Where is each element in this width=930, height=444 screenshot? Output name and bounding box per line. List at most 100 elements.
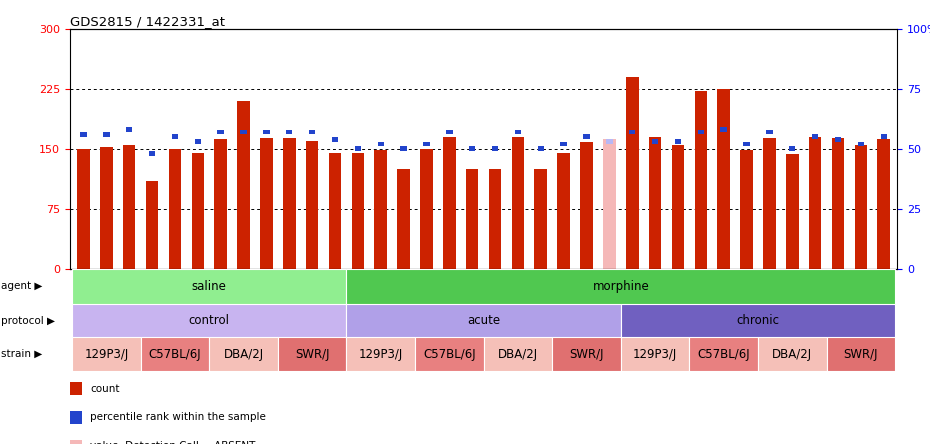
Bar (346, 337, 415, 371)
Bar (149, 151, 155, 156)
Bar (649, 137, 661, 269)
Text: strain ▶: strain ▶ (1, 349, 42, 359)
Bar (675, 139, 681, 144)
Bar (168, 149, 181, 269)
Bar (103, 132, 110, 137)
Bar (809, 137, 821, 269)
Bar (766, 130, 773, 135)
Bar (512, 137, 525, 269)
Text: control: control (189, 314, 230, 327)
Bar (306, 141, 318, 269)
Text: SWR/J: SWR/J (295, 348, 329, 361)
Bar (469, 147, 475, 151)
Bar (443, 137, 456, 269)
Bar (126, 127, 132, 132)
Bar (827, 337, 896, 371)
Bar (346, 304, 621, 337)
Bar (789, 147, 795, 151)
Bar (621, 304, 896, 337)
Bar (557, 153, 570, 269)
Bar (423, 142, 430, 147)
Bar (671, 145, 684, 269)
Bar (484, 337, 552, 371)
Bar (489, 169, 501, 269)
Bar (237, 101, 250, 269)
Bar (194, 139, 201, 144)
Bar (466, 169, 478, 269)
Text: DBA/2J: DBA/2J (498, 348, 538, 361)
Bar (740, 151, 752, 269)
Bar (580, 143, 592, 269)
Bar (877, 139, 890, 269)
Bar (626, 77, 639, 269)
Bar (446, 130, 453, 135)
Bar (375, 151, 387, 269)
Bar (538, 147, 544, 151)
Bar (603, 139, 616, 269)
Bar (743, 142, 750, 147)
Bar (346, 269, 896, 304)
Text: morphine: morphine (592, 280, 649, 293)
Text: 129P3/J: 129P3/J (85, 348, 128, 361)
Text: 129P3/J: 129P3/J (633, 348, 677, 361)
Bar (415, 337, 484, 371)
Text: count: count (90, 384, 120, 393)
Text: agent ▶: agent ▶ (1, 281, 42, 291)
Bar (857, 142, 864, 147)
Bar (72, 304, 346, 337)
Bar (328, 153, 341, 269)
Bar (140, 337, 209, 371)
Text: chronic: chronic (737, 314, 779, 327)
Bar (831, 139, 844, 269)
Bar (552, 337, 621, 371)
Bar (354, 147, 361, 151)
Bar (352, 153, 365, 269)
Bar (689, 337, 758, 371)
Bar (420, 149, 432, 269)
Bar (721, 127, 727, 132)
Text: value, Detection Call = ABSENT: value, Detection Call = ABSENT (90, 441, 256, 444)
Bar (535, 169, 547, 269)
Text: C57BL/6J: C57BL/6J (423, 348, 475, 361)
Bar (717, 89, 730, 269)
Text: GDS2815 / 1422331_at: GDS2815 / 1422331_at (70, 15, 225, 28)
Bar (123, 145, 136, 269)
Text: C57BL/6J: C57BL/6J (698, 348, 750, 361)
Bar (378, 142, 384, 147)
Bar (146, 181, 158, 269)
Bar (621, 337, 689, 371)
Bar (215, 139, 227, 269)
Bar (695, 91, 707, 269)
Bar (758, 337, 827, 371)
Bar (240, 130, 246, 135)
Bar (764, 139, 776, 269)
Bar (278, 337, 346, 371)
Bar (283, 139, 296, 269)
Bar (72, 337, 140, 371)
Text: SWR/J: SWR/J (569, 348, 604, 361)
Text: DBA/2J: DBA/2J (223, 348, 263, 361)
Bar (263, 130, 270, 135)
Bar (561, 142, 566, 147)
Text: protocol ▶: protocol ▶ (1, 316, 55, 326)
Bar (401, 147, 406, 151)
Bar (835, 137, 842, 142)
Bar (606, 139, 613, 144)
Bar (812, 135, 818, 139)
Bar (309, 130, 315, 135)
Text: saline: saline (192, 280, 227, 293)
Text: SWR/J: SWR/J (844, 348, 878, 361)
Bar (855, 145, 867, 269)
Bar (492, 147, 498, 151)
Bar (583, 135, 590, 139)
Text: DBA/2J: DBA/2J (772, 348, 812, 361)
Bar (286, 130, 292, 135)
Bar (80, 132, 86, 137)
Bar (881, 135, 887, 139)
Text: 129P3/J: 129P3/J (359, 348, 403, 361)
Bar (786, 155, 799, 269)
Bar (652, 139, 658, 144)
Bar (397, 169, 410, 269)
Bar (100, 147, 113, 269)
Bar (332, 137, 339, 142)
